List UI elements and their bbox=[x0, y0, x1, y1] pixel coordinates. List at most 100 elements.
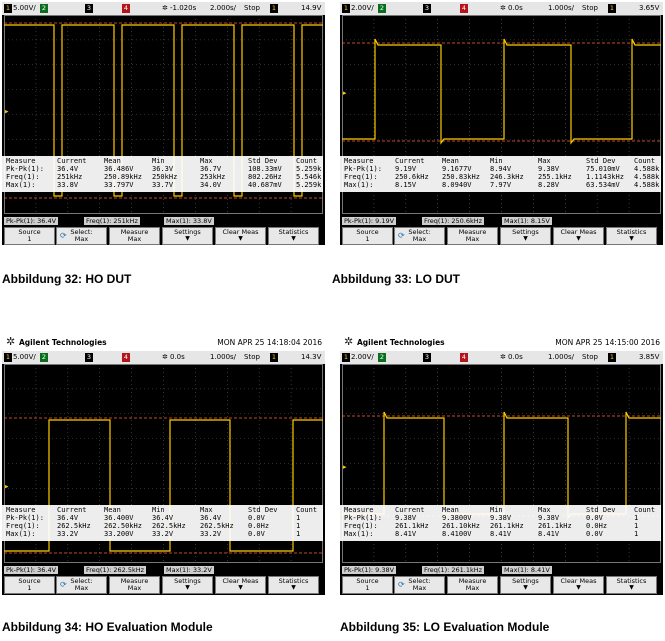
softkey-bar: Source 1 Select: ⟳ Max Measure Max Settings ▼ Cle… bbox=[2, 226, 325, 245]
trigger-channel-indicator: 1 bbox=[270, 353, 278, 362]
measurement-cell: 250.83kHz bbox=[442, 173, 480, 181]
softkey-label: Statistics bbox=[616, 577, 647, 585]
softkey-value: Max bbox=[127, 584, 142, 592]
measurement-cell: 262.5kHz bbox=[152, 522, 186, 530]
measurement-cell: 1 bbox=[634, 514, 639, 522]
softkey-select[interactable]: Select: ⟳ Max bbox=[394, 227, 445, 245]
softkey-source[interactable]: Source 1 bbox=[342, 576, 393, 594]
softkey-label: Measure bbox=[458, 228, 487, 236]
softkey-value: 1 bbox=[27, 584, 32, 592]
softkey-measure[interactable]: Measure Max bbox=[109, 576, 160, 594]
scope-status-bar: 1 5.00V/2 3 4 ✲ -1.020s 2.000s/Stop 1 14.9V bbox=[2, 2, 325, 15]
softkey-settings[interactable]: Settings ▼ bbox=[162, 576, 213, 594]
channel-1-indicator: 1 bbox=[342, 353, 350, 362]
measurement-panel-bg bbox=[340, 156, 661, 192]
channel-4-indicator: 4 bbox=[460, 353, 468, 362]
softkey-source[interactable]: Source 1 bbox=[4, 227, 55, 245]
measurement-cell: 36.7V bbox=[200, 165, 222, 173]
measurement-cell: 7.97V bbox=[490, 181, 512, 189]
softkey-select[interactable]: Select: ⟳ Max bbox=[56, 576, 107, 594]
softkey-value: 1 bbox=[365, 235, 370, 243]
measurement-cell: Max(1): bbox=[344, 181, 374, 189]
channel-2-indicator: 2 bbox=[378, 353, 386, 362]
scope-screen-ho-eval: ✲ Agilent Technologies MON APR 25 14:18:… bbox=[2, 334, 325, 595]
softkey-measure[interactable]: Measure Max bbox=[447, 576, 498, 594]
softkey-select[interactable]: Select: ⟳ Max bbox=[394, 576, 445, 594]
softkey-label: Measure bbox=[120, 228, 149, 236]
softkey-settings[interactable]: Settings ▼ bbox=[500, 576, 551, 594]
softkey-value: Max bbox=[74, 235, 89, 243]
softkey-clear-meas[interactable]: Clear Meas ▼ bbox=[553, 576, 604, 594]
softkey-statistics[interactable]: Statistics ▼ bbox=[268, 576, 319, 594]
measurement-cell: 36.4V bbox=[152, 514, 174, 522]
softkey-measure[interactable]: Measure Max bbox=[447, 227, 498, 245]
softkey-label: Settings bbox=[174, 228, 201, 236]
measurement-readout: Freq(1): 251kHz bbox=[84, 217, 140, 225]
measurement-cell: 36.4V bbox=[200, 514, 222, 522]
softkey-label: Clear Meas bbox=[222, 577, 259, 585]
measurement-cell: Pk-Pk(1): bbox=[344, 514, 382, 522]
softkey-label: Clear Meas bbox=[560, 228, 597, 236]
figure-caption-33: Abbildung 33: LO DUT bbox=[332, 272, 460, 286]
measurement-cell: 40.687mV bbox=[248, 181, 282, 189]
measurement-panel-bg bbox=[340, 505, 661, 541]
measurement-cell: 4.588k bbox=[634, 165, 660, 173]
measurement-readout-bar: Pk-Pk(1): 9.38V Freq(1): 261.1kHz Max(1): … bbox=[340, 565, 663, 575]
figure-caption-34: Abbildung 34: HO Evaluation Module bbox=[2, 620, 213, 634]
measurement-column-header: Std Dev bbox=[586, 157, 616, 165]
horizontal-scale: 1.000s/ bbox=[548, 353, 575, 361]
softkey-settings[interactable]: Settings ▼ bbox=[500, 227, 551, 245]
channel-1-indicator: 1 bbox=[4, 353, 12, 362]
measurement-cell: 33.8V bbox=[57, 181, 79, 189]
softkey-source[interactable]: Source 1 bbox=[342, 227, 393, 245]
softkey-clear-meas[interactable]: Clear Meas ▼ bbox=[215, 576, 266, 594]
capture-date: MON APR 25 14:15:00 2016 bbox=[555, 338, 660, 347]
trigger-channel-indicator: 1 bbox=[608, 4, 616, 13]
horizontal-scale: 1.000s/ bbox=[210, 353, 237, 361]
measurement-readout: Freq(1): 262.5kHz bbox=[84, 566, 147, 574]
measurement-column-header: Std Dev bbox=[248, 157, 278, 165]
measurement-column-header: Mean bbox=[442, 157, 459, 165]
softkey-label: Clear Meas bbox=[222, 228, 259, 236]
trigger-channel-indicator: 1 bbox=[608, 353, 616, 362]
softkey-settings[interactable]: Settings ▼ bbox=[162, 227, 213, 245]
measurement-column-header: Count bbox=[296, 506, 318, 514]
softkey-label: Select: bbox=[70, 228, 93, 236]
trigger-icon: ✲ bbox=[162, 353, 168, 361]
measurement-column-header: Max bbox=[200, 506, 213, 514]
softkey-clear-meas[interactable]: Clear Meas ▼ bbox=[215, 227, 266, 245]
softkey-measure[interactable]: Measure Max bbox=[109, 227, 160, 245]
measurement-column-header: Min bbox=[490, 506, 503, 514]
measurement-cell: 253kHz bbox=[200, 173, 226, 181]
softkey-label: Select: bbox=[408, 228, 431, 236]
measurement-cell: 250kHz bbox=[152, 173, 178, 181]
softkey-label: Clear Meas bbox=[560, 577, 597, 585]
run-state: Stop bbox=[244, 353, 260, 361]
measurement-column-header: Min bbox=[152, 157, 165, 165]
measurement-readout-bar: Pk-Pk(1): 36.4V Freq(1): 262.5kHz Max(1): … bbox=[2, 565, 325, 575]
measurement-cell: 0.0V bbox=[248, 530, 265, 538]
measurement-cell: 36.3V bbox=[152, 165, 174, 173]
measurement-cell: 8.0940V bbox=[442, 181, 472, 189]
measurement-readout: Pk-Pk(1): 36.4V bbox=[4, 217, 59, 225]
softkey-source[interactable]: Source 1 bbox=[4, 576, 55, 594]
softkey-statistics[interactable]: Statistics ▼ bbox=[268, 227, 319, 245]
trigger-icon: ✲ bbox=[500, 353, 506, 361]
run-state: Stop bbox=[582, 4, 598, 12]
softkey-statistics[interactable]: Statistics ▼ bbox=[606, 227, 657, 245]
horizontal-delay: 0.0s bbox=[508, 353, 523, 361]
instrument-header: ✲ Agilent Technologies MON APR 25 14:18:… bbox=[2, 334, 325, 351]
measurement-cell: 9.1677V bbox=[442, 165, 472, 173]
chevron-down-icon: ▼ bbox=[238, 584, 243, 591]
measurement-cell: 8.15V bbox=[395, 181, 417, 189]
measurement-column-header: Measure bbox=[344, 506, 374, 514]
softkey-clear-meas[interactable]: Clear Meas ▼ bbox=[553, 227, 604, 245]
softkey-select[interactable]: Select: ⟳ Max bbox=[56, 227, 107, 245]
measurement-cell: Pk-Pk(1): bbox=[6, 514, 44, 522]
rotary-knob-icon: ⟳ bbox=[398, 231, 405, 240]
softkey-statistics[interactable]: Statistics ▼ bbox=[606, 576, 657, 594]
measurement-cell: 36.486V bbox=[104, 165, 134, 173]
chevron-down-icon: ▼ bbox=[523, 235, 528, 242]
channel-4-indicator: 4 bbox=[122, 353, 130, 362]
figure-caption-35: Abbildung 35: LO Evaluation Module bbox=[340, 620, 550, 634]
